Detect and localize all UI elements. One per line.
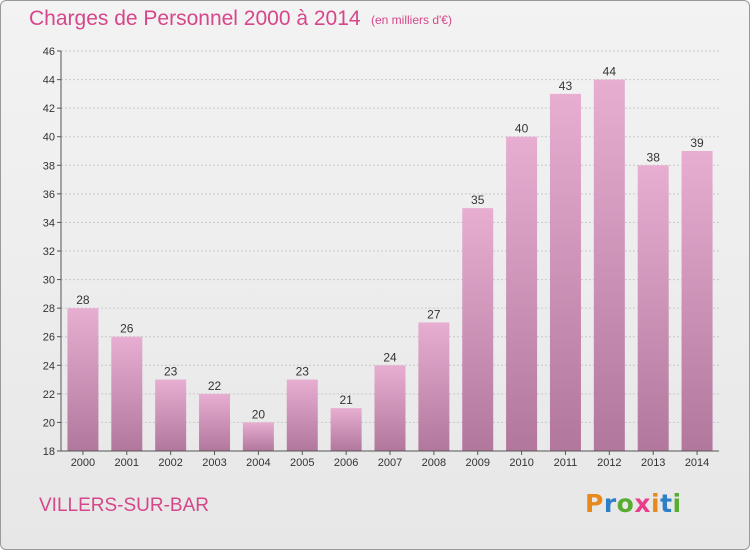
data-label: 24 xyxy=(383,350,397,364)
logo-letter: x xyxy=(634,489,651,518)
data-label: 20 xyxy=(252,407,266,421)
logo-letter: P xyxy=(585,489,604,518)
logo-letter: i xyxy=(672,489,682,518)
y-tick-label: 30 xyxy=(43,275,55,287)
bar xyxy=(462,208,494,451)
y-tick-label: 38 xyxy=(43,160,55,172)
x-tick-label: 2001 xyxy=(115,457,139,469)
x-tick-labels: 2000 2001 2002 2003 2004 2005 2006 2007 2008 2009… xyxy=(71,457,710,469)
x-tick-label: 2004 xyxy=(246,457,270,469)
bar xyxy=(681,151,713,451)
y-tick-labels: 18 20 22 24 26 28 30 32 34 36 38 40 42 44 46 xyxy=(43,46,55,458)
y-tick-label: 42 xyxy=(43,103,55,115)
bar xyxy=(155,379,187,451)
data-label: 23 xyxy=(296,365,310,379)
data-label: 39 xyxy=(690,136,704,150)
data-label: 22 xyxy=(208,379,222,393)
proxiti-logo[interactable]: Proxiti xyxy=(585,489,682,518)
data-label: 27 xyxy=(427,307,441,321)
logo-letter: r xyxy=(603,489,617,518)
bar xyxy=(242,422,274,451)
logo-letter: i xyxy=(651,489,661,518)
town-name: VILLERS-SUR-BAR xyxy=(39,495,209,516)
x-tick-label: 2009 xyxy=(465,457,489,469)
data-label: 43 xyxy=(559,79,573,93)
x-tick-label: 2011 xyxy=(554,457,578,469)
data-labels: 28 26 23 22 20 23 21 24 27 35 40 43 44 38 39 xyxy=(76,65,704,422)
x-tick-label: 2002 xyxy=(158,457,182,469)
y-tick-label: 24 xyxy=(43,360,55,372)
bar xyxy=(286,379,318,451)
bar xyxy=(418,322,450,451)
axes xyxy=(60,51,719,455)
x-tick-label: 2008 xyxy=(422,457,446,469)
logo-letter: o xyxy=(616,489,635,518)
bar xyxy=(593,79,625,452)
data-label: 23 xyxy=(164,365,178,379)
y-tick-label: 28 xyxy=(43,303,55,315)
bar xyxy=(67,308,99,451)
logo-letter: t xyxy=(660,489,673,518)
x-tick-label: 2014 xyxy=(685,457,709,469)
data-label: 28 xyxy=(76,293,90,307)
bar xyxy=(637,165,669,452)
chart-title: Charges de Personnel 2000 à 2014 xyxy=(29,7,361,30)
chart-subtitle: (en milliers d'€) xyxy=(371,13,452,27)
y-tick-label: 32 xyxy=(43,246,55,258)
bar xyxy=(506,136,538,451)
bar xyxy=(199,393,231,451)
y-tick-label: 40 xyxy=(43,132,55,144)
bar xyxy=(111,336,143,451)
data-label: 44 xyxy=(603,65,617,79)
x-tick-label: 2012 xyxy=(597,457,621,469)
y-tick-label: 22 xyxy=(43,389,55,401)
x-tick-label: 2013 xyxy=(641,457,665,469)
data-label: 35 xyxy=(471,193,485,207)
bar xyxy=(374,365,406,451)
x-tick-label: 2010 xyxy=(509,457,533,469)
y-tick-label: 34 xyxy=(43,217,55,229)
y-tick-label: 20 xyxy=(43,417,55,429)
x-tick-label: 2007 xyxy=(378,457,402,469)
data-label: 38 xyxy=(647,150,661,164)
y-tick-label: 36 xyxy=(43,189,55,201)
data-label: 40 xyxy=(515,122,529,136)
y-tick-label: 18 xyxy=(43,446,55,458)
x-tick-label: 2003 xyxy=(202,457,226,469)
x-tick-label: 2006 xyxy=(334,457,358,469)
data-label: 21 xyxy=(339,393,353,407)
bar xyxy=(549,93,581,451)
x-tick-label: 2005 xyxy=(290,457,314,469)
bars xyxy=(67,79,713,452)
bar xyxy=(330,408,362,451)
y-tick-label: 46 xyxy=(43,46,55,58)
y-tick-label: 26 xyxy=(43,332,55,344)
y-tick-label: 44 xyxy=(43,75,55,87)
x-tick-label: 2000 xyxy=(71,457,95,469)
data-label: 26 xyxy=(120,322,134,336)
